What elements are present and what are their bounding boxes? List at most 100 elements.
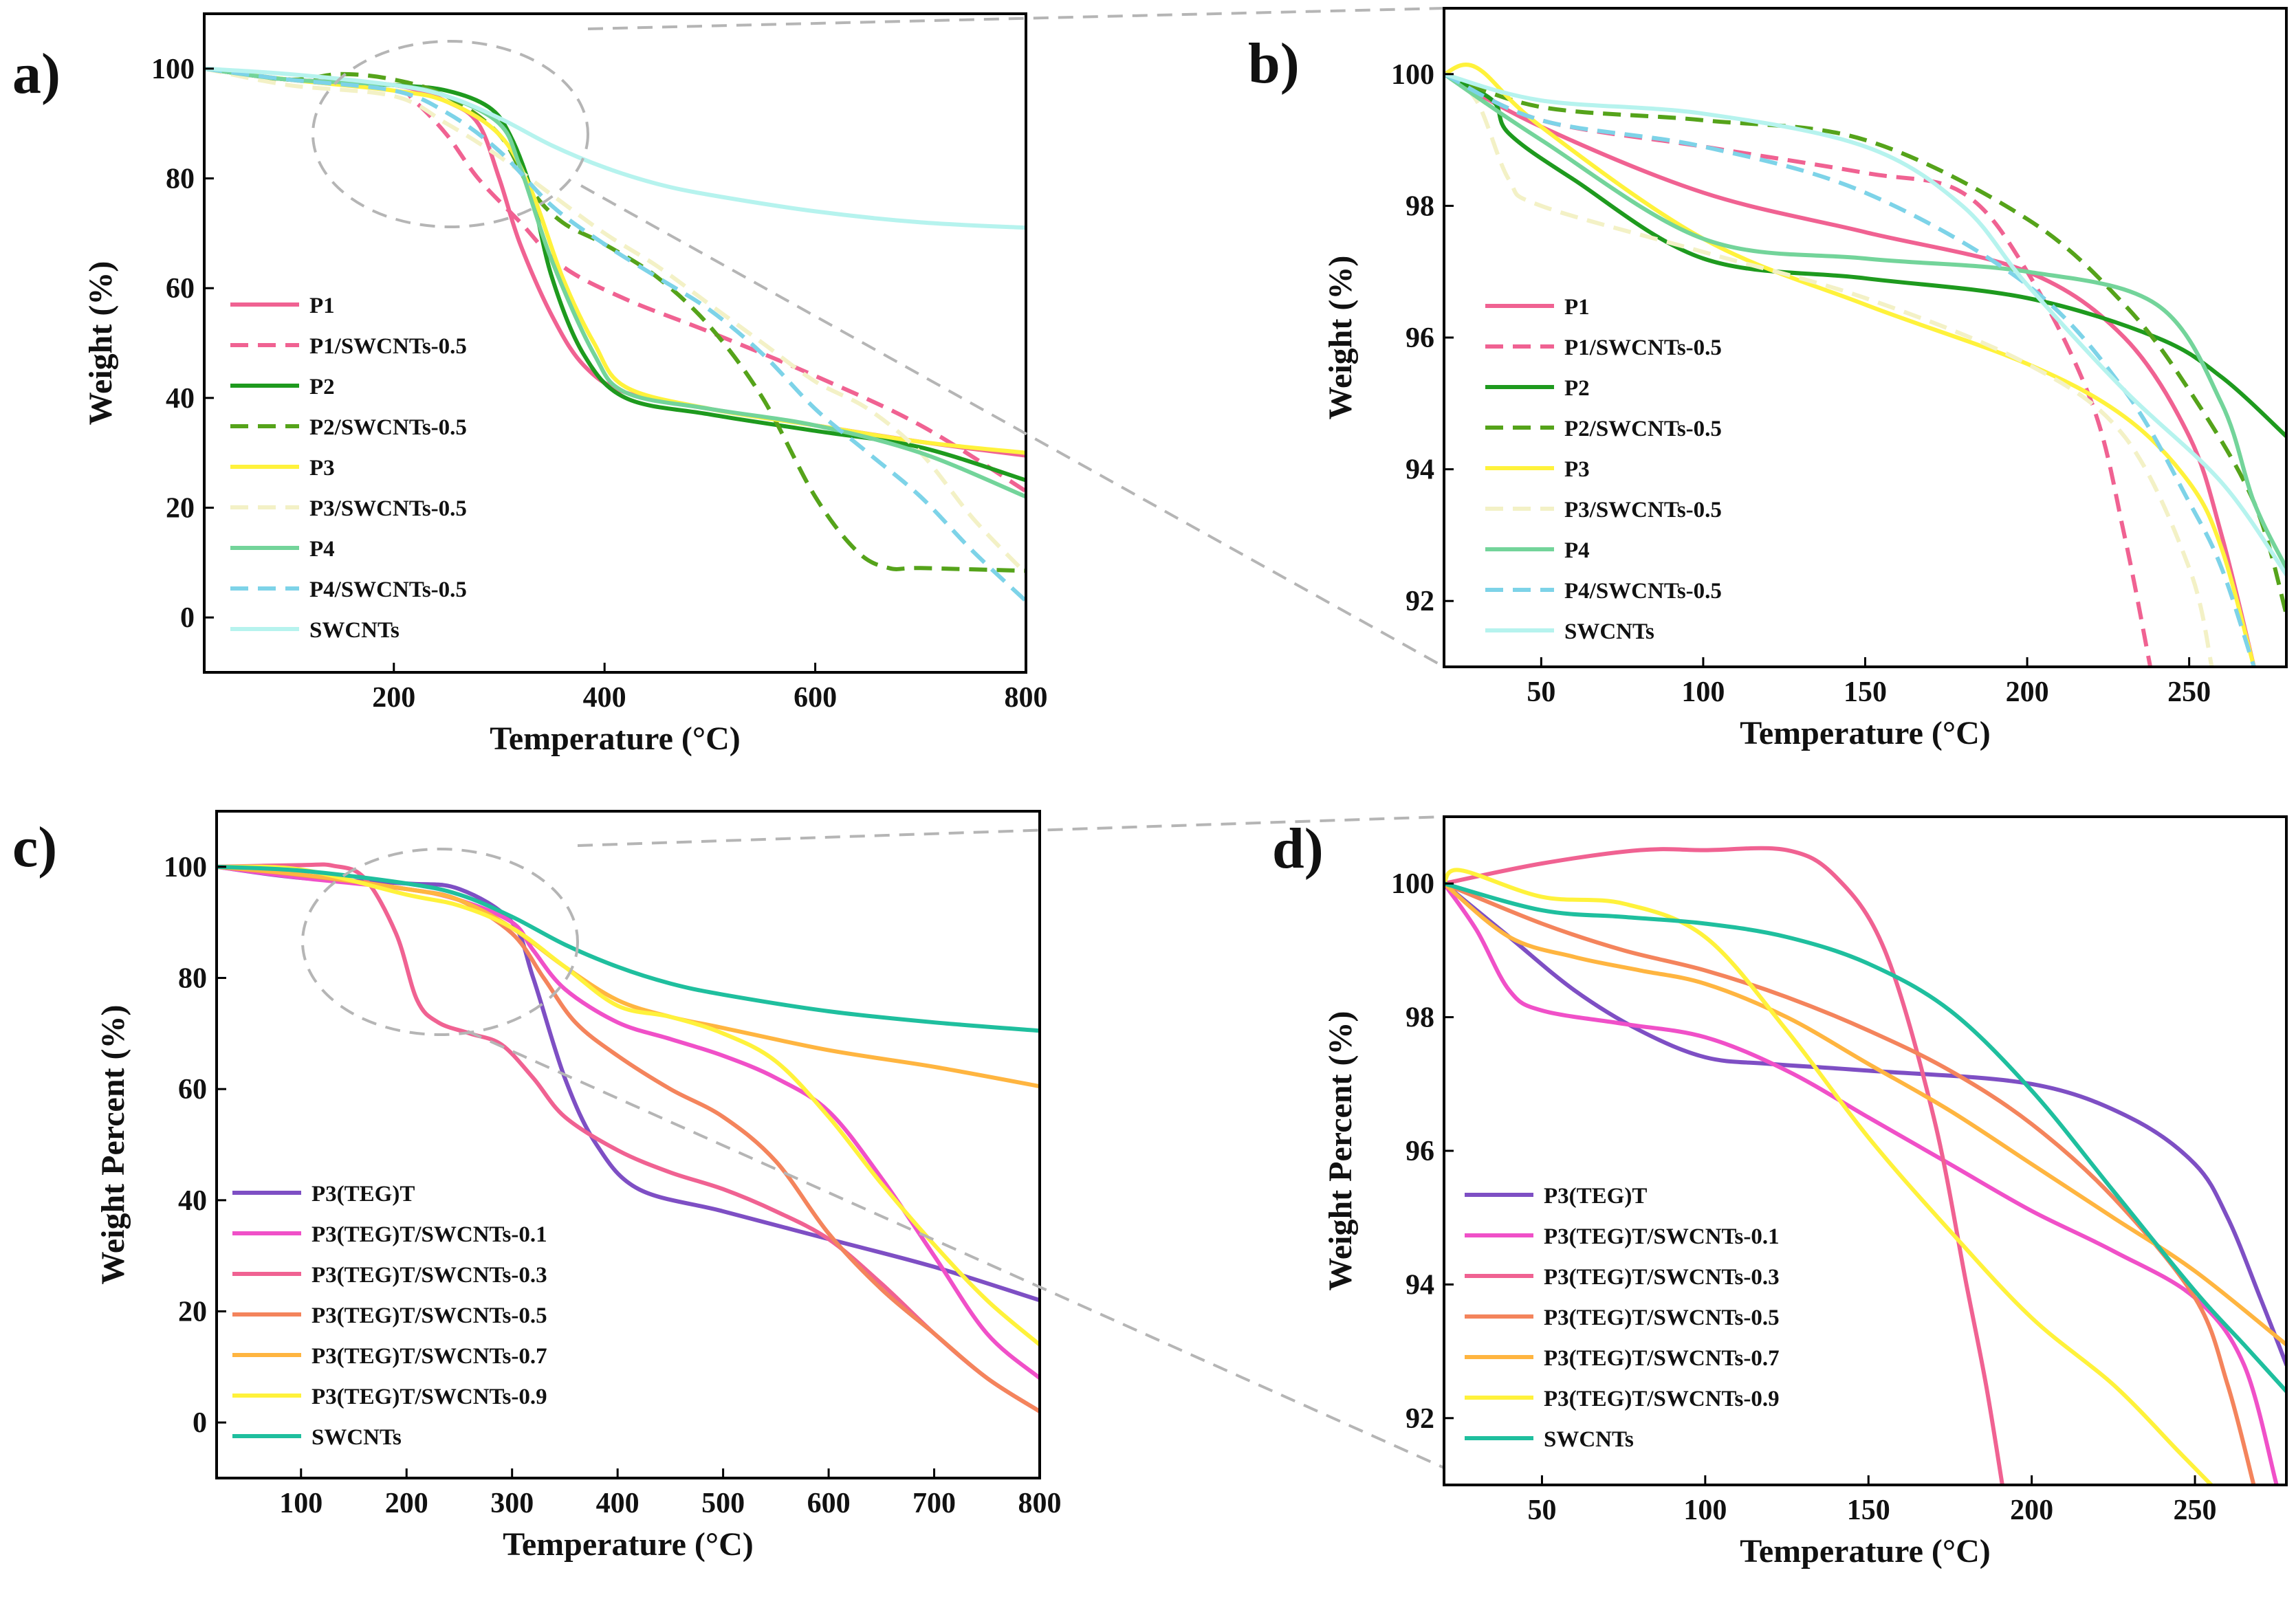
x-tick-label: 500 — [701, 1488, 745, 1519]
series-line-1 — [1444, 72, 2153, 667]
legend-label: P2 — [309, 375, 335, 399]
legend-label: P3/SWCNTs-0.5 — [1564, 498, 1722, 522]
plot-frame — [203, 12, 1027, 674]
series-line-6 — [1444, 881, 2286, 1394]
plot-frame — [1443, 815, 2288, 1486]
legend-label: P3 — [309, 456, 335, 481]
y-axis-label: Weight (%) — [1322, 256, 1359, 420]
y-tick-label: 40 — [178, 1185, 207, 1217]
series-line-3 — [1444, 71, 2286, 615]
legend-label: SWCNTs — [311, 1425, 402, 1450]
series-line-5 — [204, 66, 1026, 575]
zoom-region-ellipse — [311, 40, 589, 228]
x-tick-label: 200 — [385, 1488, 428, 1519]
series-line-4 — [217, 864, 1040, 1089]
zoom-region-ellipse — [301, 848, 579, 1036]
zoom-connector-line — [467, 1030, 1445, 1469]
legend-label: P3(TEG)T/SWCNTs-0.3 — [1544, 1265, 1780, 1290]
legend-label: P3 — [1564, 457, 1590, 482]
series-line-7 — [1444, 72, 2256, 667]
legend-label: P4 — [1564, 538, 1590, 563]
series-line-3 — [217, 864, 1040, 1413]
panel-letter: c) — [12, 815, 57, 879]
legend-label: P2/SWCNTs-0.5 — [1564, 417, 1722, 441]
x-tick-label: 400 — [583, 682, 626, 714]
y-tick-label: 80 — [166, 164, 195, 195]
series-line-3 — [204, 66, 1026, 573]
series-line-2 — [1444, 846, 2004, 1485]
legend-label: P3(TEG)T/SWCNTs-0.5 — [1544, 1306, 1780, 1330]
x-tick-label: 200 — [2006, 676, 2049, 708]
legend-label: P3(TEG)T — [311, 1182, 415, 1207]
panel-letter: b) — [1248, 32, 1300, 96]
x-tick-label: 200 — [372, 682, 415, 714]
panel-d: 50 100 150 200 250 92 94 96 98 100 Temperature (°C… — [1272, 815, 2288, 1570]
y-tick-label: 20 — [166, 493, 195, 525]
x-tick-label: 150 — [1847, 1495, 1890, 1526]
y-tick-label: 20 — [178, 1297, 207, 1328]
series-line-8 — [204, 66, 1026, 230]
series-line-5 — [217, 864, 1040, 1347]
y-axis-label: Weight Percent (%) — [95, 1005, 131, 1285]
x-axis-label: Temperature (°C) — [490, 720, 740, 757]
legend-label: P3(TEG)T/SWCNTs-0.1 — [311, 1222, 547, 1247]
legend-label: P3(TEG)T/SWCNTs-0.9 — [311, 1385, 547, 1409]
y-tick-label: 40 — [166, 383, 195, 415]
series-line-6 — [217, 864, 1040, 1033]
panel-c: 100 200 300 400 500 600 700 800 0 20 40 60 80 100 Temp… — [12, 810, 1445, 1563]
y-tick-label: 100 — [1391, 59, 1434, 91]
y-tick-label: 94 — [1406, 1269, 1434, 1301]
x-tick-label: 100 — [1683, 1495, 1727, 1526]
x-tick-label: 600 — [794, 682, 837, 714]
x-tick-label: 150 — [1844, 676, 1887, 708]
legend-label: P1 — [1564, 295, 1590, 320]
legend-label: SWCNTs — [1544, 1427, 1634, 1452]
legend-label: P1 — [309, 294, 335, 318]
y-tick-label: 60 — [166, 273, 195, 305]
x-tick-label: 50 — [1527, 676, 1555, 708]
y-tick-label: 96 — [1406, 1136, 1434, 1167]
legend-label: SWCNTs — [309, 618, 400, 643]
series-line-4 — [1444, 881, 2286, 1347]
x-tick-label: 800 — [1005, 682, 1048, 714]
series-line-4 — [1444, 63, 2256, 667]
x-tick-label: 300 — [490, 1488, 534, 1519]
legend-label: P4/SWCNTs-0.5 — [1564, 579, 1722, 604]
x-axis-label: Temperature (°C) — [1740, 1533, 1990, 1570]
y-tick-label: 100 — [151, 54, 195, 85]
legend-label: P4/SWCNTs-0.5 — [309, 577, 467, 602]
legend-label: P3(TEG)T — [1544, 1184, 1647, 1209]
x-tick-label: 100 — [279, 1488, 322, 1519]
series-line-5 — [1444, 868, 2213, 1485]
y-tick-label: 96 — [1406, 322, 1434, 354]
legend-label: P3(TEG)T/SWCNTs-0.7 — [1544, 1346, 1780, 1371]
panel-b: 50 100 150 200 250 92 94 96 98 100 Temperature (°C… — [1248, 7, 2288, 751]
plot-frame — [215, 810, 1041, 1479]
legend-label: P2 — [1564, 376, 1590, 401]
y-tick-label: 100 — [1391, 868, 1434, 900]
x-tick-label: 250 — [2174, 1495, 2217, 1526]
x-tick-label: 250 — [2167, 676, 2211, 708]
x-tick-label: 800 — [1018, 1488, 1062, 1519]
legend-label: P4 — [309, 537, 335, 562]
legend-label: SWCNTs — [1564, 619, 1654, 644]
series-line-5 — [1444, 72, 2214, 667]
y-tick-label: 94 — [1406, 454, 1434, 486]
y-tick-label: 60 — [178, 1074, 207, 1105]
legend-label: P2/SWCNTs-0.5 — [309, 415, 467, 440]
legend-label: P3(TEG)T/SWCNTs-0.1 — [1544, 1224, 1780, 1249]
y-axis-label: Weight (%) — [83, 261, 119, 426]
legend-label: P3(TEG)T/SWCNTs-0.5 — [311, 1303, 547, 1328]
y-tick-label: 98 — [1406, 190, 1434, 222]
legend-label: P3/SWCNTs-0.5 — [309, 496, 467, 521]
x-tick-label: 50 — [1527, 1495, 1556, 1526]
y-tick-label: 92 — [1406, 1403, 1434, 1435]
x-tick-label: 400 — [596, 1488, 639, 1519]
x-tick-label: 200 — [2010, 1495, 2053, 1526]
panel-letter: d) — [1272, 817, 1324, 881]
x-tick-label: 600 — [807, 1488, 851, 1519]
legend-label: P3(TEG)T/SWCNTs-0.7 — [311, 1344, 547, 1369]
series-line-2 — [1444, 71, 2286, 439]
y-tick-label: 0 — [193, 1407, 207, 1439]
